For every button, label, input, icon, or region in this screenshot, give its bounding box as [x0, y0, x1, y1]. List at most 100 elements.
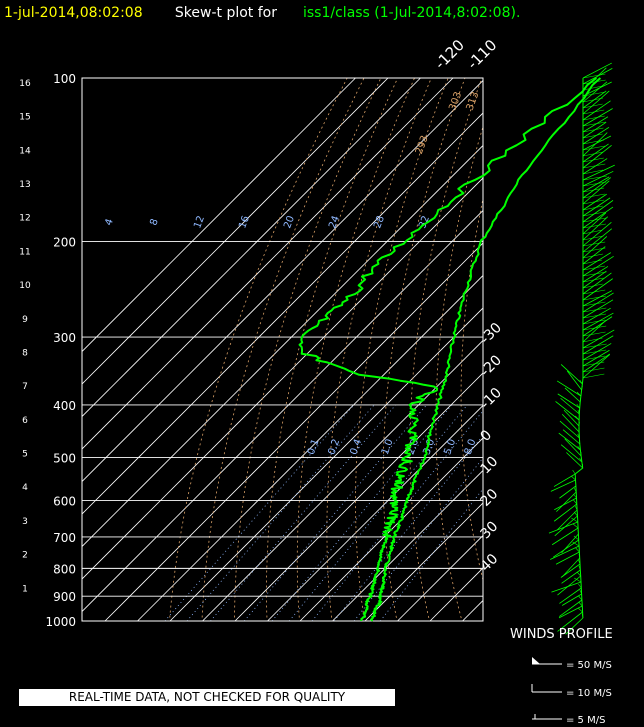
height-tick-label: 8 [22, 348, 28, 358]
wind-barb [553, 503, 578, 522]
wind-barb [562, 429, 581, 445]
wind-barb-feather [582, 265, 605, 271]
wind-barb [582, 335, 614, 355]
isotherm-line [82, 78, 356, 353]
wind-barb [561, 414, 580, 433]
mixing-ratio-label: 16 [237, 214, 252, 230]
wind-barb-feather [574, 505, 578, 511]
wind-barb [582, 278, 613, 301]
dry-adiabat-label: 293 [414, 134, 431, 156]
plot-area [82, 78, 564, 633]
wind-barb [566, 370, 582, 391]
wind-barb-feather [582, 355, 606, 361]
height-tick-label: 7 [22, 382, 28, 392]
isotherm-line [82, 177, 483, 580]
mixing-ratio-line [164, 404, 355, 621]
wind-barb-feather [573, 487, 577, 493]
wind-barb [555, 551, 580, 565]
dry-adiabat-line [266, 78, 399, 621]
wind-barb-feather [576, 403, 580, 409]
wind-barb [560, 563, 581, 578]
wind-barb [582, 266, 609, 283]
wind-barb [563, 409, 580, 427]
temp-tick-right: -20 [478, 352, 505, 379]
mixing-ratio-line [243, 404, 427, 621]
wind-barb [557, 393, 580, 409]
wind-barb [582, 158, 608, 175]
wind-barb [557, 509, 578, 531]
temp-tick-right: 10 [478, 453, 502, 477]
height-tick-label: 12 [19, 214, 30, 224]
temperature-profile-line [370, 77, 602, 622]
isotherm-line [397, 534, 483, 621]
mixing-ratio-label-lower: 0.1 [306, 438, 322, 457]
wind-barb [555, 401, 580, 421]
wind-barb-feather [582, 151, 604, 157]
wind-barb-feather [570, 475, 576, 481]
temp-tick-right: 40 [478, 551, 502, 575]
wind-barb-feather [578, 559, 581, 565]
temp-tick-right: 20 [478, 486, 502, 510]
wind-barb-feather [582, 307, 607, 313]
wind-barb [551, 581, 582, 593]
temp-tick-top: -110 [464, 36, 501, 73]
wind-barb [564, 438, 582, 457]
wind-barb [559, 599, 583, 617]
wind-barb [582, 353, 611, 373]
mixing-ratio-label-lower: 1.0 [380, 438, 396, 457]
wind-barb [582, 246, 606, 265]
temp-tick-right: 0 [478, 427, 496, 445]
wind-barb [582, 236, 608, 259]
dry-adiabat-line [460, 197, 483, 582]
dry-adiabat-line [509, 78, 564, 633]
wind-barb-feather [582, 133, 603, 139]
isotherm-line [82, 78, 421, 418]
wind-profile-axis [574, 78, 584, 619]
wind-barb [582, 143, 609, 163]
wind-barb [582, 354, 610, 379]
mixing-ratio-label: 12 [192, 214, 207, 230]
wind-barb [557, 575, 581, 596]
wind-barb [582, 176, 610, 193]
mixing-ratio-label: 20 [282, 214, 297, 230]
height-tick-label: 5 [22, 450, 28, 460]
wind-barb [582, 212, 607, 235]
wind-barb-feather [577, 409, 580, 415]
wind-barb [564, 387, 581, 403]
wind-barb-feather [578, 595, 583, 601]
pressure-tick-label: 300 [53, 331, 76, 345]
wind-barb [561, 569, 581, 584]
wind-barb-feather [578, 421, 580, 427]
wind-barb-feather [582, 85, 603, 91]
wind-barb [554, 515, 578, 537]
mixing-ratio-line [186, 404, 375, 621]
wind-barb [582, 116, 609, 133]
wind-barb-feather [582, 259, 603, 265]
wind-barb [560, 444, 583, 463]
mixing-ratio-label-lower: 5.0 [442, 438, 458, 457]
wind-barb [582, 270, 607, 289]
isotherm-line [332, 469, 483, 621]
plot-frame [81, 77, 484, 622]
pressure-tick-label: 900 [53, 590, 76, 604]
wind-barb-feather [573, 493, 577, 499]
pressure-tick-label: 600 [53, 495, 76, 509]
wind-barb [561, 557, 580, 578]
wind-barb-feather [575, 547, 580, 553]
wind-barb-feather [582, 367, 605, 373]
dry-adiabat-line [382, 78, 466, 621]
wind-barb [559, 420, 580, 439]
wind-barb-feather [582, 121, 606, 127]
wind-barb [551, 527, 579, 546]
pressure-tick-label: 100 [53, 72, 76, 86]
height-tick-label: 6 [22, 416, 28, 426]
wind-legend-item [532, 657, 562, 665]
wind-barb-feather [577, 445, 581, 451]
isotherm-line [299, 437, 483, 621]
temp-tick-top: -120 [431, 36, 468, 73]
isotherm-line [137, 274, 483, 621]
quality-notice: REAL-TIME DATA, NOT CHECKED FOR QUALITY [19, 689, 395, 706]
isotherm-line [82, 112, 483, 515]
wind-barb-feather [573, 499, 578, 505]
pressure-tick-label: 200 [53, 235, 76, 249]
